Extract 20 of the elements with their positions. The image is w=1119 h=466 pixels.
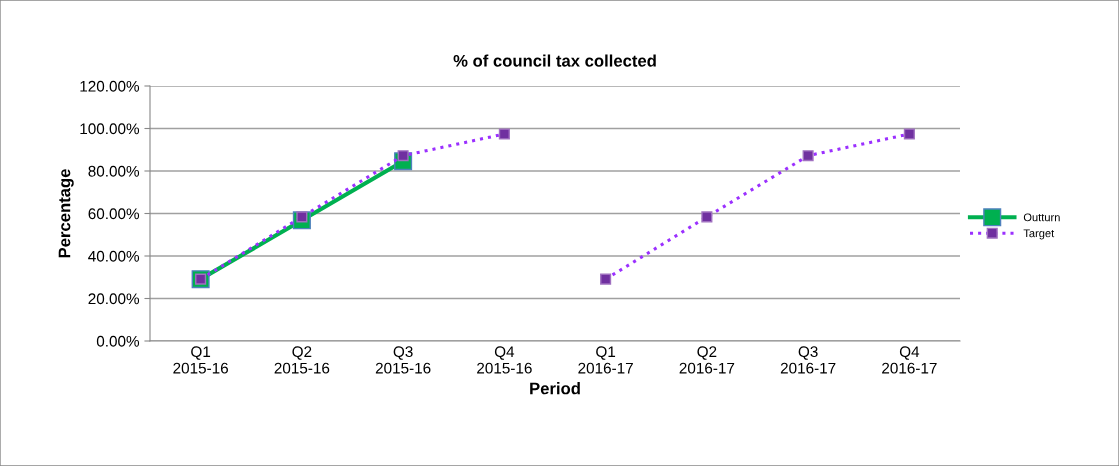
y-tick-label: 0.00% xyxy=(96,335,140,347)
legend-label: Target xyxy=(1023,229,1055,240)
x-tick-label: Q4 2016-17 xyxy=(882,346,937,374)
y-tick-label: 20.00% xyxy=(88,293,140,305)
y-tick-label: 120.00% xyxy=(80,80,140,92)
x-axis-title: Period xyxy=(530,382,580,395)
x-tick-label: Q3 2015-16 xyxy=(375,346,431,374)
y-tick-label: 40.00% xyxy=(88,250,140,262)
x-tick-label: Q2 2016-17 xyxy=(679,346,735,374)
x-tick-label: Q4 2015-16 xyxy=(477,346,532,374)
legend-label: Outturn xyxy=(1023,213,1060,222)
y-axis-title: Percentage xyxy=(58,169,74,258)
y-tick-label: 60.00% xyxy=(88,208,140,220)
x-tick-label: Q2 2015-16 xyxy=(274,346,330,374)
x-tick-label: Q3 2016-17 xyxy=(780,346,836,374)
chart-title: % of council tax collected xyxy=(453,54,656,67)
x-tick-label: Q1 2016-17 xyxy=(578,346,633,374)
y-tick-label: 80.00% xyxy=(88,165,140,177)
y-tick-label: 100.00% xyxy=(80,123,140,135)
x-tick-label: Q1 2015-16 xyxy=(173,346,228,374)
